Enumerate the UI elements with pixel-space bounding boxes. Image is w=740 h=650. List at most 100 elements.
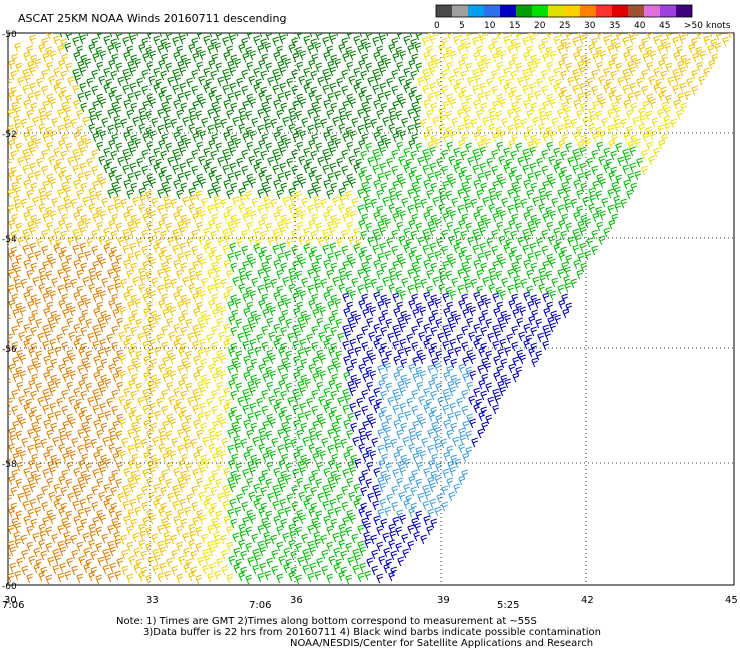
wind-barb: [207, 44, 214, 55]
wind-barb: [484, 250, 491, 261]
wind-barb: [323, 387, 330, 398]
wind-barb: [546, 173, 553, 184]
wind-barb: [231, 453, 238, 464]
wind-barb: [224, 154, 231, 165]
wind-barb: [166, 461, 173, 472]
wind-barb: [480, 262, 487, 273]
wind-barb: [380, 262, 387, 273]
wind-barb: [280, 406, 287, 417]
wind-barb: [310, 166, 317, 177]
wind-barb: [399, 402, 406, 413]
wind-barb: [596, 221, 603, 232]
wind-barb: [579, 242, 586, 253]
wind-barb: [299, 210, 306, 221]
wind-barb: [315, 254, 322, 265]
wind-barb: [480, 342, 487, 353]
wind-barb: [49, 178, 56, 189]
wind-barb: [141, 165, 148, 176]
wind-barb: [296, 477, 303, 488]
wind-barb: [691, 85, 698, 96]
wind-barb: [28, 555, 35, 566]
wind-barb: [634, 170, 641, 181]
wind-barb: [100, 374, 107, 385]
wind-barb: [73, 99, 80, 110]
wind-barb: [561, 53, 568, 64]
wind-barb: [389, 114, 396, 125]
wind-barb: [193, 419, 200, 430]
wind-barb: [722, 36, 729, 47]
wind-barb: [113, 115, 120, 126]
wind-barb: [149, 386, 156, 397]
wind-barb: [27, 444, 34, 455]
wind-barb: [338, 523, 345, 534]
wind-barb: [645, 110, 652, 121]
wind-barb: [299, 50, 306, 61]
wind-barb: [485, 414, 492, 425]
wind-barb: [8, 554, 11, 564]
wind-barb: [265, 94, 272, 105]
wind-barb: [534, 170, 541, 181]
wind-barb: [450, 358, 457, 369]
wind-barb: [79, 498, 86, 509]
wind-barb: [320, 278, 327, 289]
wind-barb: [175, 398, 182, 409]
wind-barb: [614, 106, 621, 117]
wind-barb: [536, 237, 543, 248]
wind-barb: [235, 462, 242, 473]
wind-barb: [362, 356, 369, 367]
wind-barb: [385, 318, 392, 329]
wind-barb: [446, 477, 453, 488]
wind-barb: [342, 468, 349, 479]
wind-barb: [180, 54, 187, 65]
wind-barb: [514, 186, 521, 197]
wind-barb: [364, 570, 371, 581]
wind-barb: [377, 172, 384, 183]
wind-barb: [447, 412, 454, 423]
wind-barb: [453, 35, 460, 46]
wind-barb: [111, 389, 118, 400]
wind-barb: [505, 238, 512, 249]
wind-barb: [397, 412, 404, 423]
wind-barb: [491, 245, 498, 256]
wind-barb: [91, 229, 98, 240]
wind-barb: [410, 502, 417, 513]
wind-barb: [508, 139, 515, 150]
wind-barb: [402, 436, 409, 447]
wind-barb: [142, 340, 149, 351]
wind-barb: [64, 122, 71, 133]
wind-barb: [116, 461, 123, 472]
wind-barb: [10, 502, 17, 513]
wind-barb: [11, 469, 18, 480]
wind-barb: [111, 53, 118, 64]
wind-barb: [270, 278, 277, 289]
wind-barb: [245, 206, 252, 217]
wind-barb: [615, 142, 622, 153]
wind-barb: [359, 434, 366, 445]
wind-barb: [107, 572, 114, 583]
wind-barb: [99, 402, 106, 413]
wind-barb: [140, 566, 147, 577]
wind-barb: [226, 285, 233, 296]
wind-barb: [584, 218, 591, 229]
wind-barb: [128, 379, 135, 390]
wind-barb: [503, 83, 510, 94]
wind-barb: [34, 170, 41, 181]
wind-barb: [460, 38, 467, 49]
wind-barb: [145, 46, 152, 57]
wind-barb: [366, 557, 373, 568]
wind-barb: [535, 350, 542, 361]
wind-barb: [299, 402, 306, 413]
wind-barb: [161, 405, 168, 416]
wind-barb: [434, 362, 441, 373]
wind-barb: [253, 163, 260, 174]
wind-barb: [381, 373, 388, 384]
wind-barb: [123, 339, 130, 350]
wind-barb: [479, 162, 486, 173]
wind-barb: [420, 534, 427, 545]
wind-barb: [395, 542, 402, 553]
wind-barb: [161, 53, 168, 64]
wind-barb: [314, 202, 321, 213]
wind-barb: [359, 546, 366, 557]
wind-barb: [64, 522, 71, 533]
wind-barb: [28, 411, 35, 422]
